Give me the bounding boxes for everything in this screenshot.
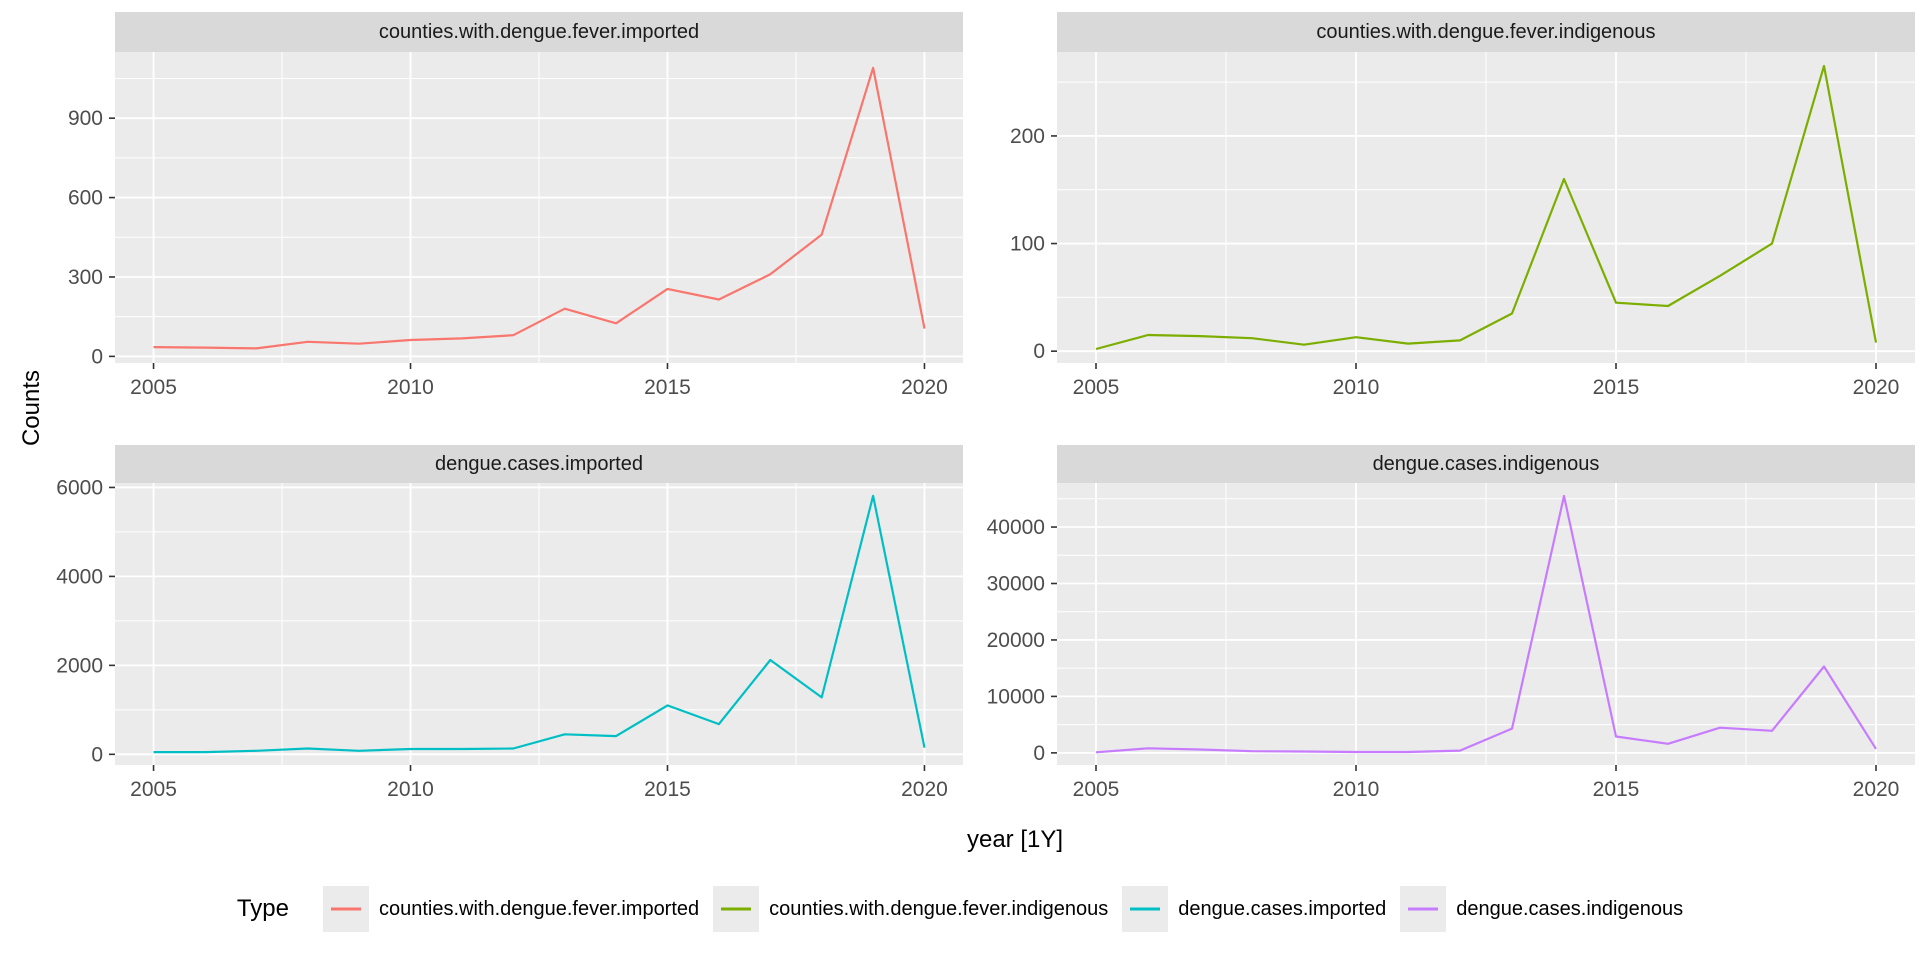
panel-ticks: 2005 2010 2015 2020 0 100 200 <box>1010 125 1899 399</box>
panel-grid <box>115 52 963 363</box>
legend-entry: counties.with.dengue.fever.imported <box>322 886 700 932</box>
facet-strip-bottom-left: dengue.cases.imported <box>115 445 963 483</box>
facet-strip-bottom-right: dengue.cases.indigenous <box>1057 445 1915 483</box>
panel-ticks: 2005 2010 2015 2020 0 300 600 900 <box>68 107 948 399</box>
facet-title: counties.with.dengue.fever.imported <box>378 20 700 43</box>
x-tick-label: 2020 <box>1853 376 1900 399</box>
y-tick-label: 6000 <box>56 476 103 499</box>
legend-key-icon <box>1400 886 1447 932</box>
facet-title: counties.with.dengue.fever.indigenous <box>1316 20 1656 43</box>
x-tick-label: 2015 <box>644 376 691 399</box>
x-tick-label: 2010 <box>1333 376 1380 399</box>
legend-entry: dengue.cases.imported <box>1122 886 1386 932</box>
y-tick-label: 10000 <box>987 685 1045 708</box>
panel-grid <box>115 483 963 765</box>
legend-label: dengue.cases.indigenous <box>1456 897 1684 920</box>
legend-entry: counties.with.dengue.fever.indigenous <box>713 886 1108 932</box>
y-tick-label: 0 <box>91 345 103 368</box>
legend-label: counties.with.dengue.fever.imported <box>378 897 700 920</box>
legend-title: Type <box>236 895 289 922</box>
facet-strip-top-right: counties.with.dengue.fever.indigenous <box>1057 12 1915 52</box>
x-tick-label: 2010 <box>387 778 434 801</box>
facet-title: dengue.cases.indigenous <box>1372 452 1600 475</box>
legend-label: counties.with.dengue.fever.indigenous <box>769 897 1109 920</box>
facet-title: dengue.cases.imported <box>435 452 643 475</box>
x-tick-label: 2010 <box>1333 778 1380 801</box>
panel-0: 2005 2010 2015 2020 0 300 600 900 <box>68 52 963 399</box>
y-tick-label: 2000 <box>56 654 103 677</box>
data-line-dengue.cases.indigenous <box>1095 494 1877 754</box>
data-line-counties.with.dengue.fever.indigenous <box>1095 64 1878 351</box>
legend-key-line <box>1130 907 1161 911</box>
y-tick-label: 0 <box>1033 340 1045 363</box>
y-tick-label: 40000 <box>987 516 1045 539</box>
panel-1: 2005 2010 2015 2020 0 100 200 <box>1010 52 1915 399</box>
x-tick-label: 2020 <box>901 376 948 399</box>
legend-key-icon <box>713 886 760 932</box>
legend-key-icon <box>322 886 369 932</box>
panel-ticks: 2005 2010 2015 2020 0 10000 20000 30000 40000 <box>987 516 1900 801</box>
y-tick-label: 900 <box>68 107 103 130</box>
x-tick-label: 2005 <box>1073 376 1120 399</box>
y-tick-label: 0 <box>1033 742 1045 765</box>
legend-key-icon <box>1122 886 1169 932</box>
y-tick-label: 0 <box>91 743 103 766</box>
facet-strip-top-left: counties.with.dengue.fever.imported <box>115 12 963 52</box>
data-line-counties.with.dengue.fever.imported <box>153 66 926 350</box>
x-tick-label: 2005 <box>130 376 177 399</box>
legend-key-line <box>1408 907 1439 911</box>
x-tick-label: 2020 <box>901 778 948 801</box>
legend-key-line <box>330 907 361 911</box>
panel-2: 2005 2010 2015 2020 0 2000 4000 6000 <box>56 476 963 801</box>
y-tick-label: 600 <box>68 187 103 210</box>
legend-entry: dengue.cases.indigenous <box>1400 886 1683 932</box>
x-tick-label: 2015 <box>1593 778 1640 801</box>
x-tick-label: 2015 <box>1593 376 1640 399</box>
data-line-dengue.cases.imported <box>153 494 926 754</box>
legend-label: dengue.cases.imported <box>1178 897 1387 920</box>
x-tick-label: 2020 <box>1853 778 1900 801</box>
panel-3: 2005 2010 2015 2020 0 10000 20000 30000 40000 <box>987 483 1915 801</box>
legend-entries: counties.with.dengue.fever.imported count… <box>309 886 1683 932</box>
y-axis-title: Counts <box>18 369 45 447</box>
y-tick-label: 4000 <box>56 565 103 588</box>
y-tick-label: 300 <box>68 266 103 289</box>
panel-grid <box>1057 483 1915 765</box>
y-tick-label: 30000 <box>987 572 1045 595</box>
legend: Type counties.with.dengue.fever.imported… <box>0 886 1920 932</box>
panel-ticks: 2005 2010 2015 2020 0 2000 4000 6000 <box>56 476 948 801</box>
panel-grid <box>1057 52 1915 363</box>
y-tick-label: 100 <box>1010 233 1045 256</box>
y-tick-label: 200 <box>1010 125 1045 148</box>
x-tick-label: 2010 <box>387 376 434 399</box>
x-axis-title: year [1Y] <box>966 826 1064 853</box>
x-tick-label: 2005 <box>130 778 177 801</box>
legend-key-line <box>721 907 752 911</box>
x-tick-label: 2015 <box>644 778 691 801</box>
y-tick-label: 20000 <box>987 629 1045 652</box>
x-tick-label: 2005 <box>1073 778 1120 801</box>
